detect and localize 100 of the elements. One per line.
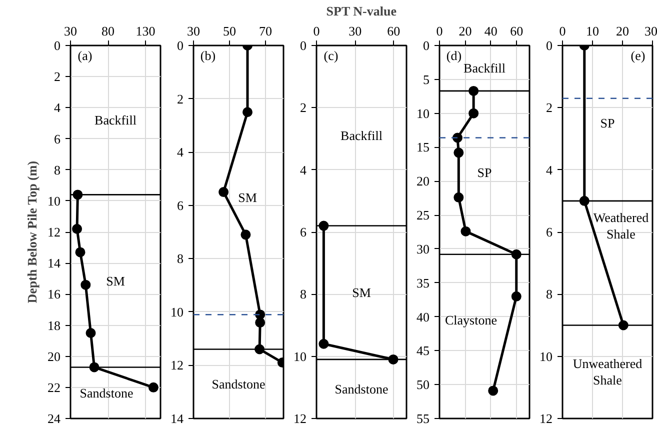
y-tick-label: 4 — [177, 144, 184, 160]
y-tick-label: 4 — [546, 162, 553, 178]
y-tick-label: 10 — [48, 193, 60, 208]
y-tick-label: 0 — [300, 38, 306, 53]
y-tick-label: 10 — [170, 304, 184, 320]
y-tick-label: 4 — [54, 100, 61, 116]
point — [468, 108, 479, 118]
x-tick-label: 0 — [313, 24, 320, 38]
x-tick-label: 40 — [484, 24, 498, 38]
y-tick-label: 22 — [48, 380, 60, 395]
annotation: SP — [600, 116, 615, 131]
y-tick-label: 55 — [416, 411, 430, 426]
annotation: Backfill — [340, 128, 383, 144]
point — [240, 230, 251, 240]
y-tick-label: 0 — [54, 38, 60, 53]
x-tick-label: 50 — [223, 24, 236, 38]
annotation: Claystone — [445, 312, 498, 328]
annotation: Unweathered Shale — [572, 356, 643, 388]
annotation: SP — [477, 165, 492, 180]
x-tick-label: 130 — [136, 24, 156, 38]
point — [488, 386, 498, 396]
annotation: SM — [106, 273, 126, 288]
y-tick-label: 8 — [177, 251, 184, 266]
y-tick-label: 50 — [416, 377, 430, 392]
x-tick-label: 0 — [559, 24, 566, 38]
y-tick-label: 0 — [177, 38, 184, 53]
annotation: SM — [238, 190, 258, 205]
y-tick-label: 45 — [416, 343, 430, 358]
y-tick-label: 12 — [294, 411, 306, 426]
point — [218, 187, 229, 198]
y-tick-label: 0 — [423, 38, 430, 53]
x-tick-label: 0 — [436, 24, 443, 38]
point — [75, 247, 86, 258]
x-tick-label: 80 — [102, 24, 114, 38]
y-tick-label: 35 — [416, 275, 430, 290]
y-tick-label: 10 — [540, 348, 552, 364]
x-tick-label: 20 — [616, 24, 629, 38]
y-tick-label: 18 — [48, 318, 60, 333]
point — [511, 291, 522, 302]
annotation: (e) — [630, 48, 646, 64]
y-tick-label: 20 — [416, 174, 430, 189]
y-tick-label: 10 — [294, 348, 306, 364]
x-tick-label: 30 — [64, 24, 77, 38]
y-tick-label: 6 — [177, 198, 184, 213]
y-tick-label: 6 — [54, 131, 61, 146]
y-tick-label: 6 — [546, 224, 553, 240]
y-tick-label: 0 — [546, 38, 552, 53]
y-tick-label: 20 — [48, 348, 60, 364]
x-tick-label: 20 — [458, 24, 472, 38]
y-tick-label: 14 — [48, 256, 61, 271]
annotation: (b) — [200, 48, 216, 64]
annotation: (a) — [78, 48, 92, 64]
y-tick-label: 2 — [177, 91, 184, 106]
y-tick-label: 2 — [300, 100, 306, 116]
x-tick-label: 70 — [259, 24, 272, 38]
annotation: Backfill — [464, 60, 506, 76]
y-tick-label: 12 — [540, 411, 552, 426]
point — [72, 224, 82, 234]
y-tick-label: 15 — [416, 140, 430, 155]
x-axis-title: SPT N-value — [326, 4, 397, 18]
x-tick-label: 30 — [644, 24, 657, 38]
y-tick-label: 8 — [546, 286, 552, 302]
x-tick-label: 30 — [187, 24, 200, 38]
annotation: Sandstone — [212, 376, 266, 392]
y-tick-label: 30 — [416, 241, 430, 256]
y-tick-label: 14 — [170, 411, 184, 426]
y-tick-label: 10 — [416, 106, 430, 121]
y-tick-label: 2 — [54, 69, 60, 84]
annotation: Sandstone — [80, 385, 134, 400]
x-tick-label: 60 — [387, 24, 400, 38]
y-tick-label: 8 — [300, 286, 306, 302]
y-tick-label: 8 — [54, 162, 60, 178]
point — [318, 338, 329, 349]
annotation: Backfill — [94, 112, 137, 128]
x-tick-label: 30 — [348, 24, 362, 38]
x-tick-label: 10 — [586, 24, 599, 38]
annotation: (d) — [446, 48, 462, 64]
x-tick-label: 60 — [510, 24, 524, 38]
y-tick-label: 24 — [48, 411, 61, 426]
point — [242, 107, 252, 118]
point — [86, 328, 96, 338]
annotation: Sandstone — [334, 381, 388, 396]
annotation: SM — [352, 285, 372, 300]
y-tick-label: 25 — [416, 208, 430, 223]
point — [148, 382, 158, 392]
y-tick-label: 12 — [48, 224, 60, 240]
y-tick-label: 16 — [48, 286, 61, 302]
y-axis-title: Depth Below Pile Top (m) — [24, 160, 40, 304]
y-tick-label: 12 — [170, 358, 184, 373]
y-tick-label: 6 — [300, 224, 307, 240]
point — [454, 148, 464, 158]
y-tick-label: 5 — [423, 72, 430, 87]
point — [460, 226, 471, 236]
y-tick-label: 2 — [546, 100, 552, 116]
y-tick-label: 4 — [300, 162, 307, 178]
annotation: (c) — [324, 48, 338, 64]
y-tick-label: 40 — [416, 309, 430, 324]
point — [80, 280, 91, 290]
annotation: Weathered Shale — [593, 210, 650, 242]
point — [255, 318, 266, 328]
